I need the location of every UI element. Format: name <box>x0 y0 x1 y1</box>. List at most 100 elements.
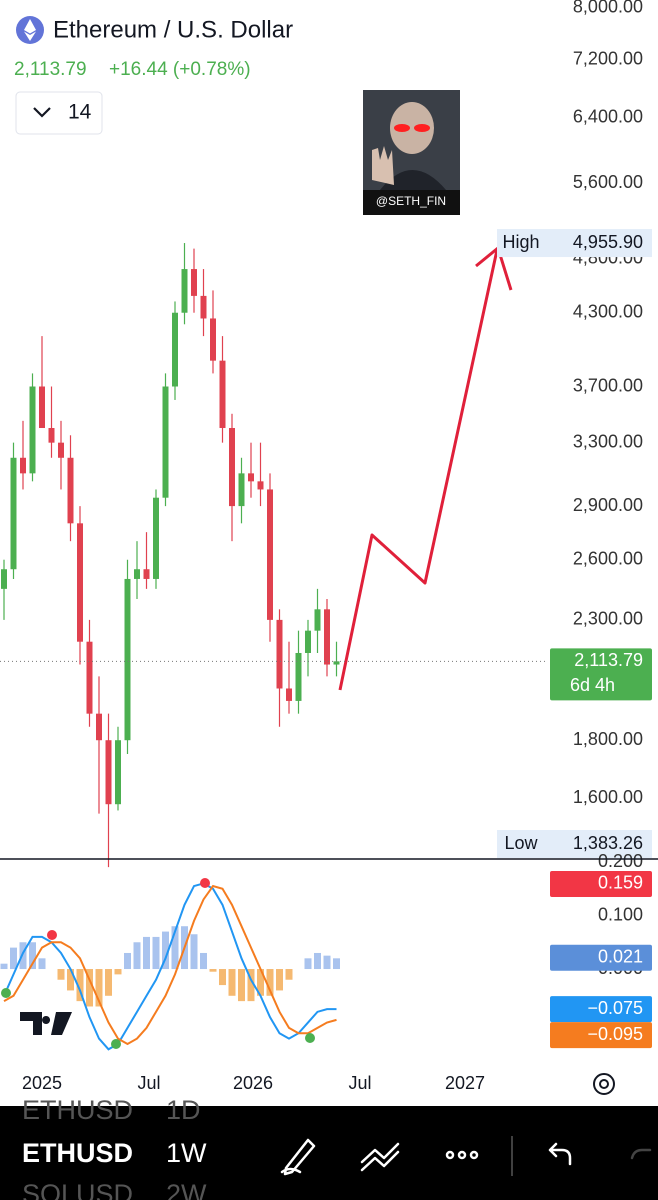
histogram-bar <box>76 969 84 1002</box>
y-tick-label: 1,600.00 <box>573 787 643 807</box>
y-tick-label: 1,800.00 <box>573 729 643 749</box>
candle-body <box>20 457 26 474</box>
interval[interactable]: 1W <box>166 1138 207 1168</box>
candle-body <box>162 386 169 498</box>
candle-body <box>219 360 226 429</box>
candle-body <box>248 473 254 482</box>
histogram-bar <box>114 969 122 975</box>
high-tag <box>497 229 652 258</box>
candle-body <box>229 428 235 507</box>
candle-body <box>124 578 131 741</box>
candle-body <box>77 523 83 642</box>
macd-line <box>3 884 337 1046</box>
symbol[interactable]: ETHUSD <box>22 1138 133 1168</box>
histogram-bar <box>209 969 217 972</box>
histogram-bar <box>171 926 179 970</box>
interval[interactable]: 2W <box>166 1179 207 1200</box>
histogram-bar <box>266 969 274 996</box>
histogram-bar <box>276 969 283 991</box>
histogram-bar <box>86 969 93 1007</box>
high-name: High <box>502 232 539 252</box>
cross-dot <box>111 1039 121 1049</box>
candle-body <box>115 740 121 805</box>
y-tick-label: 0.100 <box>598 904 643 924</box>
interval[interactable]: 1D <box>166 1095 201 1125</box>
value-tag <box>550 944 652 971</box>
candle-body <box>314 609 321 631</box>
cross-dot <box>200 878 210 888</box>
undo[interactable] <box>548 1142 572 1166</box>
low-value: 1,383.26 <box>573 833 643 853</box>
last-price-label: 2,113.79 <box>574 650 643 670</box>
tv-logo <box>20 1012 72 1035</box>
candle-body <box>67 457 74 524</box>
histogram-bar <box>67 969 74 991</box>
toolbar-rows: ETHUSD 1D ETHUSD 1W SOLUSD 2W <box>22 1095 207 1200</box>
face <box>390 102 434 154</box>
histogram-bar <box>143 936 150 970</box>
suit <box>380 170 446 190</box>
histogram-bar <box>0 963 8 970</box>
histogram-bar <box>333 958 340 970</box>
candle-body <box>58 442 64 458</box>
low-name: Low <box>504 833 538 853</box>
redo[interactable] <box>630 1148 652 1160</box>
histogram-bar <box>257 969 264 996</box>
candle-body <box>191 269 197 296</box>
candle-body <box>267 489 273 620</box>
value-tag <box>550 870 652 897</box>
high-value: 4,955.90 <box>573 232 643 252</box>
eye <box>394 124 410 132</box>
candle-body <box>48 428 55 443</box>
y-tick-label: 6,400.00 <box>573 106 643 126</box>
value-tag-label: 0.021 <box>598 947 643 967</box>
meme-image: @SETH_FIN <box>363 90 460 215</box>
draw-tool[interactable] <box>280 1138 316 1176</box>
gear-hub <box>599 1079 609 1089</box>
candle-body <box>143 569 150 579</box>
histogram-bar <box>162 931 169 970</box>
y-tick-label: 4,300.00 <box>573 301 643 321</box>
histogram-bar <box>228 969 236 996</box>
y-tick-label: 2,900.00 <box>573 495 643 515</box>
value-tag <box>550 996 652 1023</box>
macd-line <box>3 882 337 1051</box>
histogram-bar <box>200 952 207 970</box>
symbol[interactable]: ETHUSD <box>22 1095 133 1125</box>
histogram-bar <box>133 942 141 970</box>
candle-body <box>172 312 178 387</box>
gear[interactable] <box>593 1073 615 1095</box>
candle-body <box>295 652 302 701</box>
y-tick-label: 0.200 <box>598 851 643 871</box>
cross-dot <box>1 988 11 998</box>
x-tick-label: Jul <box>137 1073 160 1093</box>
trend-tool[interactable] <box>360 1142 400 1172</box>
histogram-bar <box>95 969 103 1007</box>
histogram-bar <box>238 969 245 1002</box>
candle-body <box>153 497 159 579</box>
histogram-bar <box>38 958 46 970</box>
collapse-count: 14 <box>68 101 92 124</box>
symbol[interactable]: SOLUSD <box>22 1179 133 1200</box>
countdown: 6d 4h <box>570 675 615 695</box>
histogram-bar <box>285 969 293 980</box>
settings-button[interactable] <box>593 1073 615 1095</box>
price-change: +16.44 (+0.78%) <box>109 59 251 80</box>
candle-body <box>200 295 207 319</box>
candle-body <box>96 713 102 741</box>
candle-body <box>238 473 245 507</box>
watermark: @SETH_FIN <box>376 194 446 208</box>
more-dot[interactable] <box>445 1150 455 1160</box>
histogram-bar <box>57 969 65 980</box>
histogram-bar <box>10 947 17 970</box>
collapse-button[interactable]: 14 <box>15 91 103 135</box>
cross-dot <box>305 1033 315 1043</box>
button-box[interactable] <box>15 91 103 135</box>
more-dot[interactable] <box>469 1150 479 1160</box>
more-dot[interactable] <box>457 1150 467 1160</box>
price: 2,113.79 <box>14 59 87 80</box>
candle-body <box>181 269 188 313</box>
value-tag-label: 0.159 <box>598 873 643 893</box>
